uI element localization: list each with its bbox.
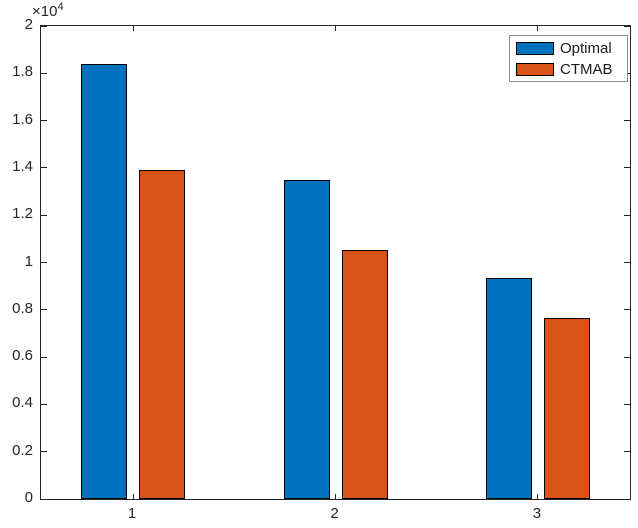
y-tick-label: 0.2	[12, 441, 33, 459]
y-tick-right	[624, 403, 630, 405]
y-tick-right	[624, 356, 630, 358]
legend-swatch-ctmab-icon	[516, 63, 554, 76]
y-tick-right	[624, 262, 630, 263]
y-tick-label: 1	[24, 252, 33, 270]
x-tick-top	[132, 26, 134, 31]
exponent-base: ×10	[32, 3, 58, 20]
bar-ctmab-group2	[341, 249, 388, 499]
y-tick-left	[41, 309, 47, 311]
bar-ctmab-group1	[139, 170, 186, 499]
legend-label-ctmab: CTMAB	[560, 61, 613, 78]
y-tick-left	[41, 120, 47, 122]
legend: Optimal CTMAB	[509, 35, 628, 82]
y-tick-right	[624, 498, 630, 500]
y-tick-label: 1.4	[12, 157, 33, 175]
y-tick-left	[41, 451, 47, 453]
x-tick-bottom	[335, 494, 336, 499]
y-tick-label: 0.6	[12, 347, 33, 365]
bar-optimal-group3	[485, 278, 532, 499]
bar-optimal-group1	[81, 63, 128, 499]
y-tick-right	[624, 120, 630, 122]
y-tick-left	[41, 214, 47, 216]
y-tick-right	[624, 214, 630, 216]
y-tick-left	[41, 167, 47, 169]
x-tick-top	[537, 26, 539, 31]
bar-ctmab-group3	[543, 318, 590, 499]
y-tick-label: 1.2	[12, 205, 33, 223]
y-tick-label: 0	[24, 489, 33, 506]
y-tick-left	[41, 403, 47, 405]
y-tick-left	[41, 498, 47, 500]
x-tick-label: 3	[532, 505, 542, 522]
y-tick-right	[624, 309, 630, 311]
y-tick-left	[41, 72, 47, 74]
y-tick-label: 1.6	[12, 110, 33, 128]
x-tick-bottom	[132, 494, 134, 499]
bar-optimal-group2	[283, 179, 330, 499]
x-tick-bottom	[537, 494, 539, 499]
x-tick-label: 2	[330, 505, 339, 522]
y-tick-right	[624, 25, 630, 27]
y-tick-label: 0.4	[12, 394, 33, 412]
y-tick-label: 1.8	[12, 63, 33, 81]
y-tick-right	[624, 451, 630, 453]
legend-item-optimal: Optimal	[510, 38, 627, 59]
y-axis-exponent-label: ×104	[32, 1, 64, 20]
plot-area: Optimal CTMAB	[40, 25, 631, 500]
legend-item-ctmab: CTMAB	[510, 59, 627, 80]
legend-label-optimal: Optimal	[560, 40, 612, 57]
y-tick-right	[624, 167, 630, 169]
y-tick-left	[41, 25, 47, 27]
x-tick-label: 1	[127, 505, 137, 522]
exponent-power: 4	[57, 1, 64, 13]
y-tick-left	[41, 356, 47, 358]
x-tick-top	[335, 26, 336, 31]
y-tick-label: 2	[24, 16, 33, 33]
y-tick-left	[41, 262, 47, 263]
y-tick-label: 0.8	[12, 299, 33, 317]
legend-swatch-optimal-icon	[516, 42, 554, 55]
